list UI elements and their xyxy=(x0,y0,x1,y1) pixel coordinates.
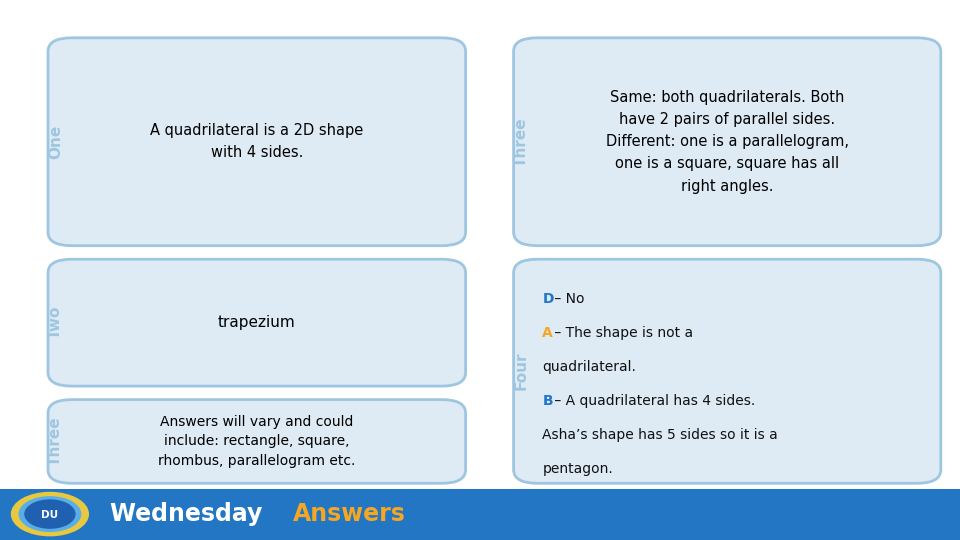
Text: – No: – No xyxy=(550,292,585,306)
Text: One: One xyxy=(48,125,63,159)
Text: A: A xyxy=(542,326,553,340)
Text: Asha’s shape has 5 sides so it is a: Asha’s shape has 5 sides so it is a xyxy=(542,428,779,442)
Circle shape xyxy=(12,492,88,536)
Text: – A quadrilateral has 4 sides.: – A quadrilateral has 4 sides. xyxy=(550,394,756,408)
Text: – The shape is not a: – The shape is not a xyxy=(550,326,693,340)
Text: quadrilateral.: quadrilateral. xyxy=(542,360,636,374)
Text: DU: DU xyxy=(41,510,59,520)
Text: D: D xyxy=(542,292,554,306)
FancyBboxPatch shape xyxy=(48,400,466,483)
Text: Three: Three xyxy=(514,117,529,166)
Text: Four: Four xyxy=(514,352,529,390)
Text: Two: Two xyxy=(48,306,63,339)
Text: A quadrilateral is a 2D shape
with 4 sides.: A quadrilateral is a 2D shape with 4 sid… xyxy=(150,123,364,160)
Text: Answers: Answers xyxy=(293,502,406,526)
Text: B: B xyxy=(542,394,553,408)
Circle shape xyxy=(19,497,81,531)
FancyBboxPatch shape xyxy=(48,259,466,386)
Text: trapezium: trapezium xyxy=(218,315,296,330)
Text: Same: both quadrilaterals. Both
have 2 pairs of parallel sides.
Different: one i: Same: both quadrilaterals. Both have 2 p… xyxy=(606,90,849,194)
FancyBboxPatch shape xyxy=(514,259,941,483)
Text: Answers will vary and could
include: rectangle, square,
rhombus, parallelogram e: Answers will vary and could include: rec… xyxy=(158,415,355,468)
FancyBboxPatch shape xyxy=(48,38,466,246)
FancyBboxPatch shape xyxy=(0,489,960,540)
Text: pentagon.: pentagon. xyxy=(542,462,613,476)
Circle shape xyxy=(25,500,75,528)
Text: Wednesday: Wednesday xyxy=(110,502,271,526)
Text: Three: Three xyxy=(48,417,63,466)
FancyBboxPatch shape xyxy=(514,38,941,246)
